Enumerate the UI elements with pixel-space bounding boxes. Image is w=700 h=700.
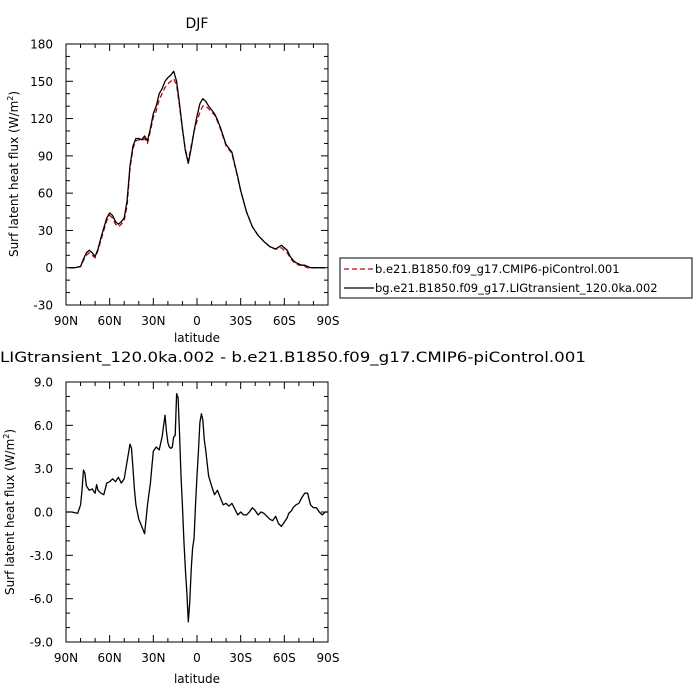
bottom-y-tick-label: -9.0 [30, 636, 53, 650]
bottom-y-tick-label: 9.0 [34, 376, 53, 390]
top-y-tick-label: -30 [33, 299, 53, 313]
top-series-group [68, 70, 326, 269]
top-x-tick-label: 60S [273, 314, 296, 328]
bottom-x-tick-label: 0 [193, 651, 201, 665]
top-series-line-1 [68, 70, 326, 269]
top-y-tick-label: 60 [38, 187, 53, 201]
bottom-y-tick-label: 0.0 [34, 506, 53, 520]
bottom-x-tick-label: 60S [273, 651, 296, 665]
bottom-y-tick-label: -6.0 [30, 592, 53, 606]
top-y-tick-label: 150 [30, 75, 53, 89]
bottom-chart: LIGtransient_120.0ka.002 - b.e21.B1850.f… [0, 350, 586, 686]
bottom-y-tick-label: 3.0 [34, 462, 53, 476]
legend: b.e21.B1850.f09_g17.CMIP6-piControl.001 … [339, 257, 693, 299]
top-y-tick-label: 120 [30, 112, 53, 126]
top-x-axis-label: latitude [174, 331, 220, 345]
top-x-tick-label: 30S [229, 314, 252, 328]
top-ticks: 90N 60N 30N 0 30S 60S 90S -30 0 30 60 90 120 150 180 [30, 38, 339, 329]
top-x-tick-label: 90N [54, 314, 78, 328]
top-chart-title: DJF [186, 16, 209, 32]
bottom-chart-title: LIGtransient_120.0ka.002 - b.e21.B1850.f… [0, 350, 586, 366]
top-series-line-0 [68, 78, 326, 269]
bottom-x-tick-label: 30S [229, 651, 252, 665]
top-y-axis-label: Surf latent heat flux (W/m2) [6, 91, 21, 257]
bottom-x-tick-label: 60N [98, 651, 122, 665]
bottom-ticks: 90N 60N 30N 0 30S 60S 90S -9.0 -6.0 -3.0 0.0 3.0 6.0… [30, 376, 340, 666]
top-y-tick-label: 30 [38, 224, 53, 238]
bottom-series-group [66, 392, 328, 623]
bottom-x-tick-label: 30N [141, 651, 165, 665]
top-y-tick-label: 180 [30, 38, 53, 52]
legend-box [339, 257, 693, 299]
top-plot-frame [65, 43, 329, 306]
top-y-tick-label: 0 [45, 261, 53, 275]
bottom-y-tick-label: 6.0 [34, 419, 53, 433]
bottom-x-tick-label: 90S [317, 651, 340, 665]
bottom-x-tick-label: 90N [54, 651, 78, 665]
bottom-plot-frame [65, 381, 329, 643]
bottom-y-axis-label: Surf latent heat flux (W/m2) [2, 429, 17, 595]
bottom-y-tick-label: -3.0 [30, 549, 53, 563]
top-x-tick-label: 60N [98, 314, 122, 328]
legend-label-control: b.e21.B1850.f09_g17.CMIP6-piControl.001 [375, 262, 620, 276]
top-x-tick-label: 0 [193, 314, 201, 328]
bottom-x-axis-label: latitude [174, 672, 220, 686]
top-x-tick-label: 90S [317, 314, 340, 328]
top-x-tick-label: 30N [141, 314, 165, 328]
top-chart: DJF 90N 60N 30N 0 30S 60S 90S -30 0 30 60 90 120 150 1… [6, 16, 339, 345]
top-y-tick-label: 90 [38, 149, 53, 163]
bottom-series-line-0 [66, 392, 328, 623]
legend-label-lig: bg.e21.B1850.f09_g17.LIGtransient_120.0k… [375, 281, 658, 295]
